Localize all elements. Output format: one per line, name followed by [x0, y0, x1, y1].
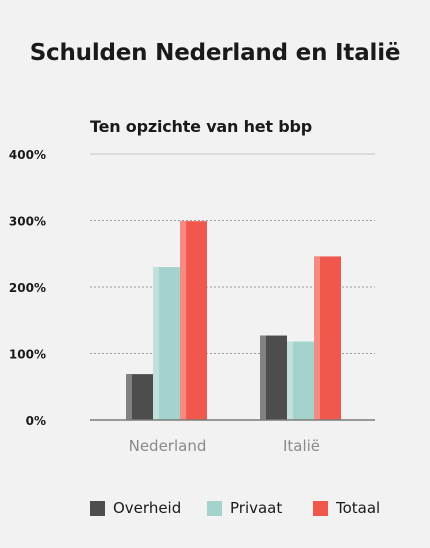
- chart-subtitle: Ten opzichte van het bbp: [90, 117, 312, 136]
- y-tick-label: 400%: [9, 148, 46, 162]
- chart-title: Schulden Nederland en Italië: [29, 40, 401, 66]
- legend-item-overheid: Overheid: [90, 499, 181, 517]
- category-label: Nederland: [129, 437, 207, 455]
- bars: [126, 221, 341, 420]
- bar-highlight: [126, 374, 132, 420]
- category-labels: Nederland Italië: [129, 437, 320, 455]
- legend-label-overheid: Overheid: [113, 499, 182, 517]
- bar-highlight: [260, 335, 266, 420]
- legend-swatch-overheid: [90, 500, 105, 516]
- bar-highlight: [180, 221, 186, 420]
- legend: Overheid Privaat Totaal: [0, 499, 430, 523]
- y-tick-label: 200%: [9, 281, 46, 295]
- legend-swatch-privaat: [207, 500, 222, 516]
- category-label: Italië: [283, 437, 320, 455]
- legend-swatch-totaal: [313, 500, 328, 516]
- bar-highlight: [153, 267, 159, 420]
- bar-highlight: [314, 256, 320, 420]
- y-axis-tick-labels: 0% 100% 200% 300% 400%: [9, 148, 46, 428]
- bar-highlight: [287, 341, 293, 420]
- y-tick-label: 100%: [9, 348, 46, 362]
- legend-item-totaal: Totaal: [313, 499, 380, 517]
- legend-label-privaat: Privaat: [230, 499, 283, 517]
- legend-item-privaat: Privaat: [207, 499, 282, 517]
- y-tick-label: 300%: [9, 215, 46, 229]
- legend-label-totaal: Totaal: [336, 499, 381, 517]
- y-tick-label: 0%: [26, 414, 46, 428]
